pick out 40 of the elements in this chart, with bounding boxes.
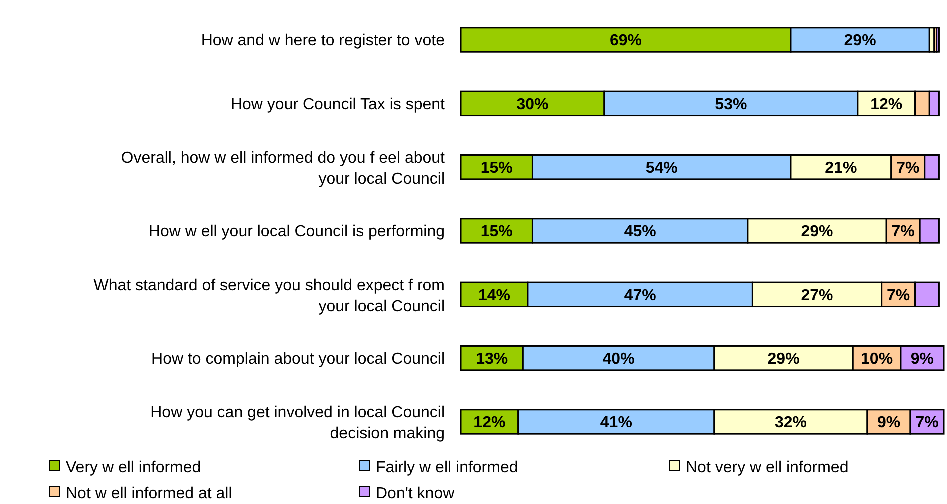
data-label: 47%: [624, 287, 656, 304]
y-tick-label: How w ell your local Council is performing: [148, 224, 445, 241]
y-tick-label: How your Council Tax is spent: [230, 96, 446, 114]
data-label: 12%: [474, 414, 506, 432]
legend-label: Don't know: [376, 486, 456, 503]
y-tick-label: Overall, how w ell informed do you f eel about your local Council: [121, 150, 446, 188]
data-label: 29%: [844, 32, 876, 50]
data-label: 54%: [646, 160, 678, 177]
data-label: 9%: [910, 350, 934, 368]
data-label: 14%: [478, 287, 510, 304]
data-label: 45%: [624, 224, 656, 241]
y-tick-label: How to complain about your local Council: [152, 350, 445, 368]
data-label: 10%: [861, 350, 894, 368]
data-label: 21%: [825, 160, 858, 177]
data-label: 53%: [715, 96, 748, 114]
y-tick-label: What standard of service you should expect f rom your local Council: [94, 277, 445, 316]
bar: [936, 27, 940, 53]
legend-label: Fairly w ell informed: [376, 460, 518, 477]
legend-label: Very w ell informed: [66, 460, 202, 477]
data-label: 7%: [916, 414, 939, 432]
data-label: 69%: [610, 32, 642, 50]
legend-label: Not w ell informed at all: [66, 486, 232, 503]
data-label: 29%: [768, 350, 800, 368]
data-label: 7%: [892, 224, 915, 241]
data-label: 13%: [476, 350, 508, 368]
data-label: 32%: [774, 414, 807, 432]
data-label: 12%: [870, 96, 903, 114]
data-label: 15%: [480, 224, 513, 241]
legend-label: Not very w ell informed: [686, 460, 849, 477]
data-label: 27%: [801, 287, 834, 304]
data-label: 7%: [887, 287, 910, 304]
data-label: 30%: [516, 96, 549, 114]
y-tick-label: How and w here to register to vote: [201, 32, 446, 50]
data-label: 41%: [600, 414, 632, 432]
data-label: 40%: [602, 350, 635, 368]
data-label: 15%: [480, 160, 513, 177]
data-label: 9%: [877, 414, 901, 432]
data-label: 7%: [896, 160, 920, 177]
data-label: 29%: [801, 224, 834, 241]
y-tick-label: How you can get involved in local Council decision making: [150, 404, 445, 443]
